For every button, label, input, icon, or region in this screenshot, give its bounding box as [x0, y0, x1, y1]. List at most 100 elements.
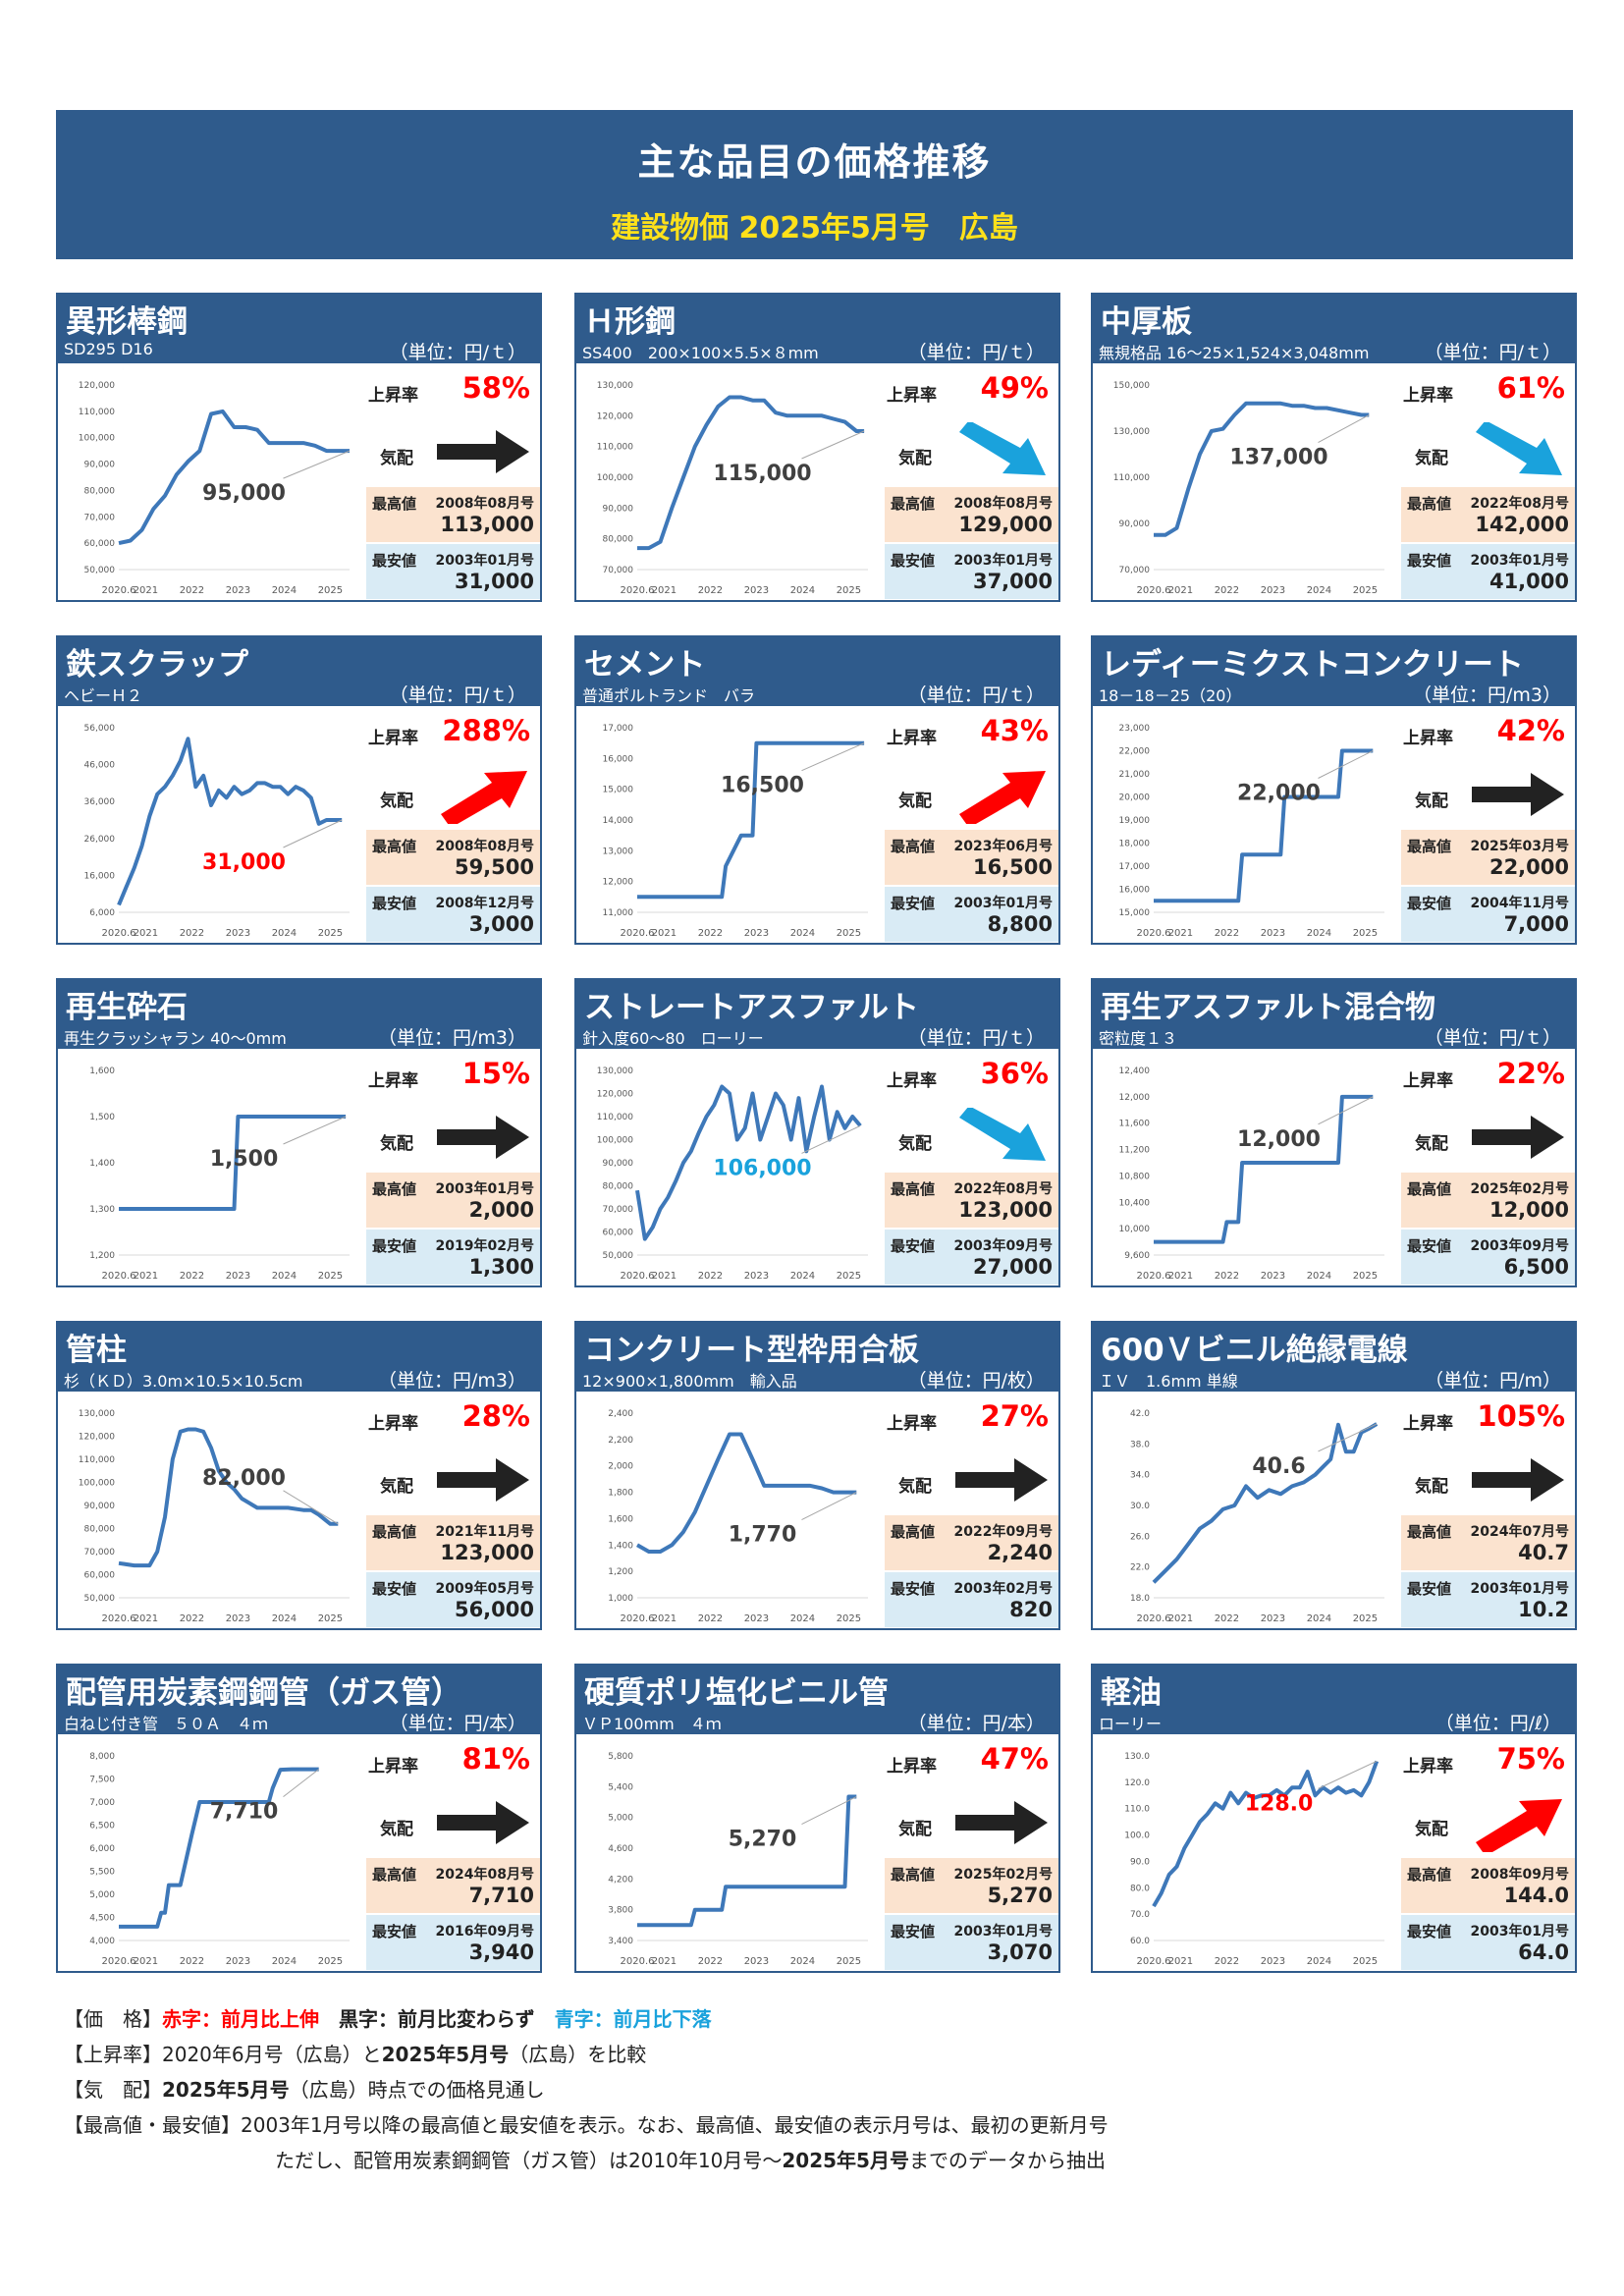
y-tick-label: 110,000: [79, 1455, 115, 1465]
trend-label: 気配: [380, 1134, 413, 1154]
max-box: 最高値 2025年03月号 22,000: [1401, 830, 1575, 885]
arrow-shape: [1472, 1116, 1564, 1159]
item-unit: （単位：円/ℓ）: [1435, 1713, 1561, 1734]
y-tick-label: 110.0: [1124, 1805, 1150, 1815]
y-tick-label: 18,000: [1119, 840, 1151, 849]
trend-label: 気配: [380, 1820, 413, 1839]
x-tick-label: 2020.6: [621, 1956, 655, 1967]
y-tick-label: 10,000: [1119, 1225, 1151, 1234]
y-tick-label: 80,000: [603, 535, 634, 545]
item-spec: 密粒度１３: [1099, 1029, 1178, 1048]
y-tick-label: 26.0: [1130, 1532, 1150, 1542]
chart-svg: 50,000 60,000 70,000 80,000 90,000 100,000 110…: [79, 1409, 350, 1624]
item-spec: SD295 D16: [64, 340, 153, 358]
price-series-line: [119, 1115, 347, 1211]
y-tick-label: 5,800: [608, 1752, 633, 1762]
min-date: 2003年02月号: [953, 1581, 1053, 1597]
max-label: 最高値: [1407, 1180, 1452, 1198]
rate-label: 上昇率: [1403, 1071, 1453, 1091]
item-unit: （単位：円/ｔ）: [1424, 1027, 1561, 1049]
callout-leader: [801, 430, 865, 460]
y-tick-label: 100,000: [79, 434, 115, 444]
y-tick-label: 120.0: [1124, 1778, 1150, 1788]
min-label: 最安値: [1407, 552, 1452, 570]
x-tick-label: 2020.6: [102, 585, 136, 596]
item-title: レディーミクストコンクリート: [1101, 647, 1524, 683]
panel-header: 異形棒鋼 SD295 D16 （単位：円/ｔ）: [58, 295, 540, 363]
min-box: 最安値 2003年01月号 31,000: [366, 544, 540, 599]
x-tick-label: 2023: [226, 1613, 250, 1624]
item-unit: （単位：円/ｔ）: [389, 342, 526, 363]
item-spec: 無規格品 16〜25×1,524×3,048mm: [1099, 344, 1370, 362]
min-date: 2008年12月号: [435, 896, 534, 911]
item-title: 鉄スクラップ: [66, 647, 248, 683]
min-value: 6,500: [1503, 1255, 1569, 1279]
min-box: 最安値 2008年12月号 3,000: [366, 887, 540, 942]
y-tick-label: 60.0: [1130, 1937, 1150, 1946]
chart-svg: 3,400 3,800 4,200 4,600 5,000 5,400 5,800 2020.…: [608, 1752, 868, 1967]
x-tick-label: 2020.6: [621, 1271, 655, 1282]
x-tick-label: 2022: [698, 585, 723, 596]
x-tick-label: 2022: [180, 585, 204, 596]
arrow-shape: [959, 771, 1046, 828]
y-tick-label: 12,400: [1119, 1066, 1151, 1076]
trend-label: 気配: [898, 449, 932, 468]
min-date: 2003年01月号: [953, 553, 1053, 569]
panel-header: レディーミクストコンクリート 18－18－25（20） （単位：円/m3）: [1093, 637, 1575, 706]
current-price-label: 22,000: [1237, 782, 1321, 806]
y-tick-label: 130,000: [79, 1409, 115, 1419]
max-value: 40.7: [1518, 1541, 1569, 1564]
min-box: 最安値 2003年01月号 37,000: [885, 544, 1058, 599]
line-chart: 1,000 1,200 1,400 1,600 1,800 2,000 2,200 2,400…: [578, 1394, 883, 1629]
trend-arrow: [435, 1450, 533, 1509]
item-title: 再生アスファルト混合物: [1101, 990, 1435, 1025]
legend-blue: 青字：前月比下落: [554, 2007, 712, 2031]
max-label: 最高値: [891, 1180, 936, 1198]
item-unit: （単位：円/m3）: [378, 1370, 526, 1392]
min-box: 最安値 2003年01月号 41,000: [1401, 544, 1575, 599]
x-tick-label: 2025: [1353, 928, 1378, 939]
max-date: 2025年02月号: [1470, 1181, 1569, 1197]
x-tick-label: 2021: [652, 1613, 677, 1624]
trend-arrow-flat-icon: [437, 430, 529, 473]
rate-label: 上昇率: [368, 729, 418, 748]
chart-panel: 中厚板 無規格品 16〜25×1,524×3,048mm （単位：円/ｔ） 70,00…: [1091, 293, 1577, 602]
y-tick-label: 13,000: [603, 847, 634, 856]
x-tick-label: 2024: [1307, 1956, 1331, 1967]
y-tick-label: 15,000: [603, 786, 634, 795]
panel-header: 管柱 杉（ＫＤ）3.0m×10.5×10.5cm （単位：円/m3）: [58, 1323, 540, 1392]
y-tick-label: 1,000: [608, 1594, 633, 1604]
arrow-shape: [437, 1116, 529, 1159]
y-tick-label: 20,000: [1119, 793, 1151, 803]
max-date: 2008年08月号: [435, 496, 534, 512]
y-tick-label: 100,000: [79, 1479, 115, 1489]
max-date: 2022年08月号: [953, 1181, 1053, 1197]
rate-label: 上昇率: [887, 386, 937, 406]
chart-svg: 4,000 4,500 5,000 5,500 6,000 6,500 7,000 7,500…: [89, 1752, 350, 1967]
y-tick-label: 5,400: [608, 1782, 633, 1792]
y-tick-label: 130.0: [1124, 1752, 1150, 1762]
y-tick-label: 130,000: [597, 1066, 633, 1076]
max-box: 最高値 2003年01月号 2,000: [366, 1173, 540, 1228]
y-tick-label: 1,200: [89, 1251, 115, 1261]
trend-label: 気配: [1415, 1134, 1448, 1154]
y-tick-label: 60,000: [84, 539, 116, 549]
legend-line-3: 【気 配】2025年5月号（広島）時点での価格見通し: [64, 2074, 545, 2103]
stats-panel: 上昇率 42% 気配 最高値 2025年03月号 22,000 最安値 2004年11月号 7,…: [1401, 708, 1575, 944]
x-tick-label: 2020.6: [621, 928, 655, 939]
chart-panel: 管柱 杉（ＫＤ）3.0m×10.5×10.5cm （単位：円/m3） 50,000 60…: [56, 1321, 542, 1630]
item-spec: 再生クラッシャラン 40～0mm: [64, 1029, 287, 1048]
y-tick-label: 3,800: [608, 1906, 633, 1916]
chart-svg: 1,000 1,200 1,400 1,600 1,800 2,000 2,200 2,400…: [608, 1409, 868, 1624]
panel-header: 再生砕石 再生クラッシャラン 40～0mm （単位：円/m3）: [58, 980, 540, 1049]
stats-panel: 上昇率 15% 気配 最高値 2003年01月号 2,000 最安値 2019年02月号 1,3…: [366, 1051, 540, 1286]
x-tick-label: 2024: [790, 585, 815, 596]
trend-arrow: [1470, 765, 1568, 824]
rate-label: 上昇率: [368, 386, 418, 406]
max-value: 123,000: [958, 1198, 1053, 1222]
min-label: 最安値: [372, 552, 417, 570]
arrow-shape: [959, 1106, 1046, 1161]
callout-leader: [801, 1796, 857, 1825]
chart-svg: 11,000 12,000 13,000 14,000 15,000 16,000 17,0…: [603, 724, 868, 939]
trend-arrow: [1470, 420, 1568, 481]
